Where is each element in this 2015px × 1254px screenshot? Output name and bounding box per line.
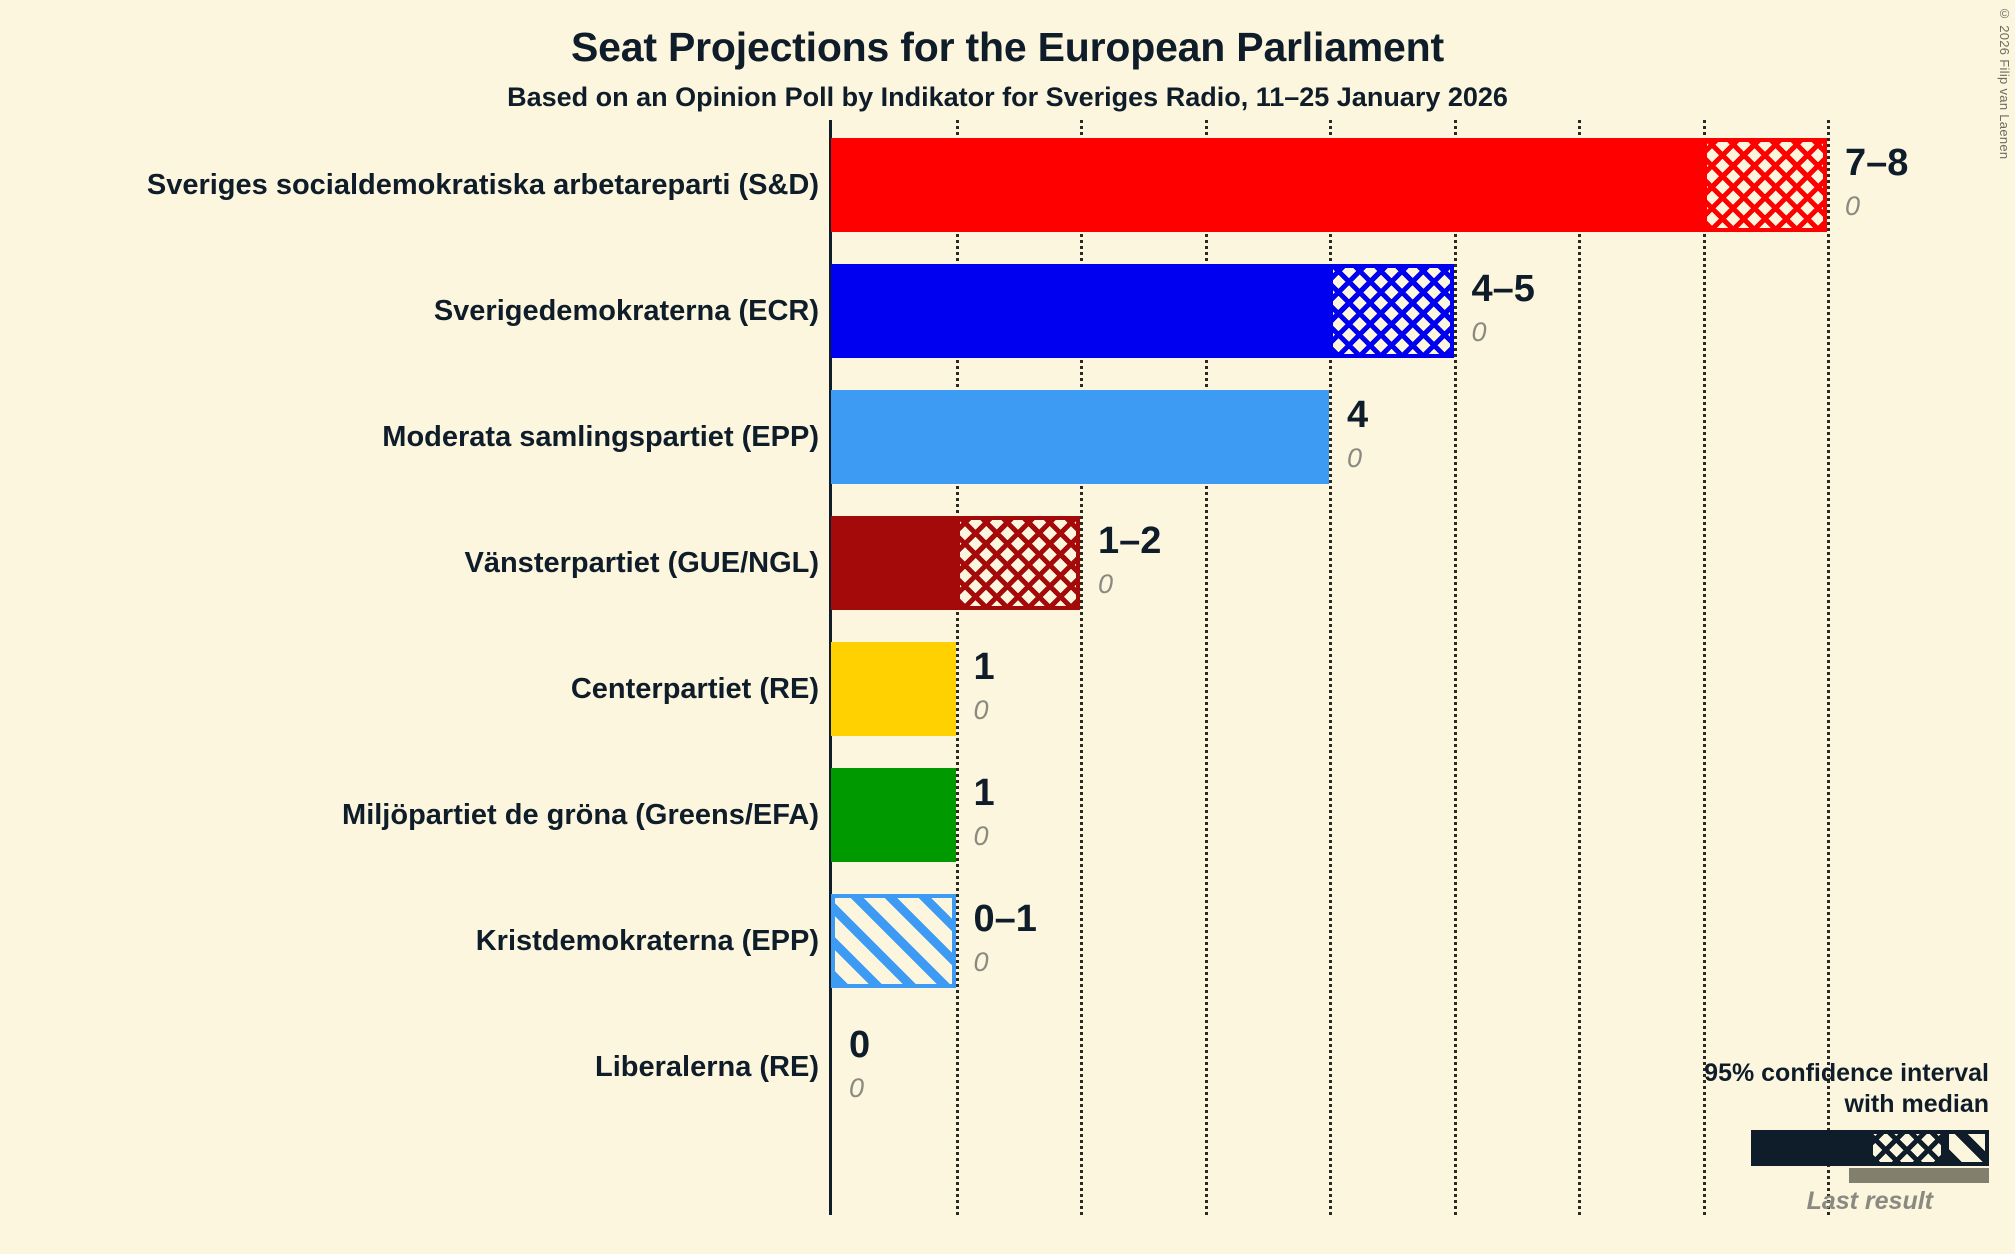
gridline-8 — [1827, 120, 1830, 1215]
legend-line-1: 95% confidence interval — [1704, 1059, 1989, 1087]
bar-confidence-segment — [955, 516, 1080, 610]
party-label: Liberalerna (RE) — [595, 1050, 819, 1083]
party-label: Miljöpartiet de gröna (Greens/EFA) — [342, 798, 819, 831]
party-label: Sveriges socialdemokratiska arbetarepart… — [146, 168, 819, 201]
last-result-value: 0 — [1471, 317, 1487, 347]
gridline-6 — [1578, 120, 1581, 1215]
table-row: Kristdemokraterna (EPP) 0–1 0 — [0, 878, 2015, 1004]
bar-median-segment — [831, 264, 1329, 358]
legend-segment-confidence-crosshatch — [1869, 1130, 1945, 1166]
legend-segment-confidence-diagonal — [1945, 1130, 1989, 1166]
bar-median-segment — [831, 516, 956, 610]
gridline-1 — [955, 120, 959, 1215]
value-labels: 7–8 0 — [1845, 136, 1908, 222]
seat-range-value: 0 — [849, 1024, 871, 1066]
last-result-value: 0 — [1845, 191, 1861, 221]
legend-line-2: with median — [1844, 1090, 1989, 1118]
bar-median-segment — [831, 390, 1329, 484]
table-row: Vänsterpartiet (GUE/NGL) 1–2 0 — [0, 500, 2015, 626]
last-result-value: 0 — [973, 821, 989, 851]
copyright-notice: © 2026 Filip van Laenen — [1997, 6, 2012, 160]
y-axis-line — [829, 120, 832, 1215]
bar — [831, 642, 956, 736]
bar — [831, 138, 1827, 232]
bar-confidence-segment — [831, 894, 956, 988]
gridline-3 — [1204, 120, 1208, 1215]
gridline-5 — [1453, 120, 1457, 1215]
last-result-value: 0 — [973, 695, 989, 725]
bar — [831, 894, 956, 988]
table-row: Liberalerna (RE) 0 0 — [0, 1004, 2015, 1130]
table-row: Miljöpartiet de gröna (Greens/EFA) 1 0 — [0, 752, 2015, 878]
table-row: Sveriges socialdemokratiska arbetarepart… — [0, 122, 2015, 248]
bar — [831, 390, 1329, 484]
seat-range-value: 4–5 — [1471, 268, 1535, 310]
seat-range-value: 1 — [973, 772, 995, 814]
legend: 95% confidence interval with median Last… — [1669, 1058, 1989, 1216]
legend-segment-median — [1751, 1130, 1869, 1166]
table-row: Centerpartiet (RE) 1 0 — [0, 626, 2015, 752]
plot-area: Sveriges socialdemokratiska arbetarepart… — [0, 120, 2015, 1240]
bar — [831, 768, 956, 862]
table-row: Sverigedemokraterna (ECR) 4–5 0 — [0, 248, 2015, 374]
bar-confidence-segment — [1702, 138, 1827, 232]
bar-median-segment — [831, 138, 1703, 232]
last-result-value: 0 — [973, 947, 989, 977]
gridline-2 — [1080, 120, 1083, 1215]
gridline-7 — [1702, 120, 1706, 1215]
seat-range-value: 1–2 — [1098, 520, 1162, 562]
bar-median-segment — [831, 768, 956, 862]
bar-median-segment — [831, 642, 956, 736]
value-labels: 4–5 0 — [1472, 262, 1535, 348]
bar-confidence-segment — [1329, 264, 1454, 358]
value-labels: 1–2 0 — [1098, 514, 1161, 600]
party-label: Sverigedemokraterna (ECR) — [433, 294, 819, 327]
last-result-value: 0 — [1347, 443, 1363, 473]
party-label: Kristdemokraterna (EPP) — [475, 924, 819, 957]
chart-subtitle: Based on an Opinion Poll by Indikator fo… — [507, 82, 1508, 112]
last-result-value: 0 — [1098, 569, 1114, 599]
legend-sample-bar — [1751, 1130, 1989, 1166]
seat-range-value: 4 — [1347, 394, 1369, 436]
bar — [831, 264, 1454, 358]
gridline-4 — [1329, 120, 1332, 1215]
last-result-value: 0 — [849, 1073, 865, 1103]
seat-range-value: 1 — [973, 646, 995, 688]
seat-range-value: 7–8 — [1845, 142, 1909, 184]
bar — [831, 516, 1080, 610]
party-label: Vänsterpartiet (GUE/NGL) — [464, 546, 820, 579]
table-row: Moderata samlingspartiet (EPP) 4 0 — [0, 374, 2015, 500]
value-labels: 0–1 0 — [974, 892, 1037, 978]
page-title: Seat Projections for the European Parlia… — [571, 24, 1444, 70]
legend-last-result-bar — [1849, 1168, 1989, 1183]
legend-last-result-label: Last result — [1806, 1187, 1933, 1215]
party-label: Centerpartiet (RE) — [570, 672, 819, 705]
party-label: Moderata samlingspartiet (EPP) — [382, 420, 819, 453]
seat-range-value: 0–1 — [973, 898, 1037, 940]
